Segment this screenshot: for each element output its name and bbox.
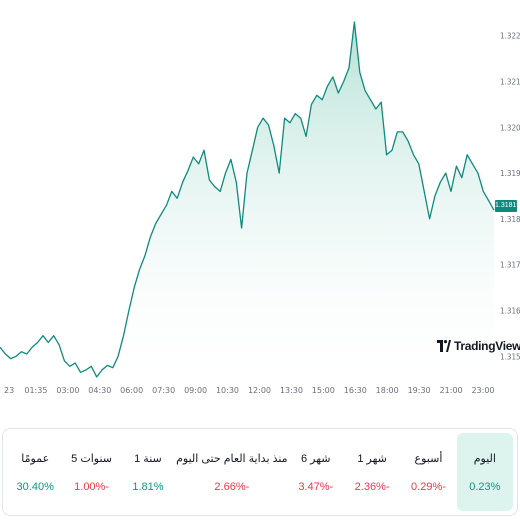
period-tab[interactable]: 6 شهر 3.47%- bbox=[288, 433, 344, 511]
y-tick-label: 1.31900 bbox=[500, 169, 520, 178]
price-line bbox=[0, 21, 495, 378]
y-tick-label: 1.32000 bbox=[500, 123, 520, 132]
chart-svg: 1.32200 1.32100 1.32000 1.31900 1.31800 1.317… bbox=[0, 21, 520, 395]
y-tick-label: 1.32100 bbox=[500, 78, 520, 87]
x-tick-label: 21:00 bbox=[440, 386, 463, 395]
period-change-value: 1.00%- bbox=[74, 480, 109, 493]
price-area-fill bbox=[0, 22, 494, 377]
x-tick-label: 15:00 bbox=[312, 386, 335, 395]
period-label: أسبوع bbox=[414, 452, 443, 465]
x-tick-label: 23:00 bbox=[471, 386, 494, 395]
x-tick-label: 10:30 bbox=[216, 386, 239, 395]
period-label: 6 شهر bbox=[300, 452, 331, 465]
period-tab[interactable]: 1 سنة 1.81% bbox=[120, 433, 176, 511]
x-tick-label: 09:00 bbox=[184, 386, 207, 395]
period-label: منذ بداية العام حتى اليوم bbox=[176, 452, 288, 465]
tradingview-logo-icon bbox=[437, 340, 451, 352]
period-tab[interactable]: منذ بداية العام حتى اليوم 2.66%- bbox=[176, 433, 287, 511]
period-tab[interactable]: 1 شهر 2.36%- bbox=[344, 433, 400, 511]
x-tick-label: 07:30 bbox=[152, 386, 175, 395]
current-price-badge: 1.31819 bbox=[495, 200, 520, 212]
y-tick-label: 1.31700 bbox=[500, 261, 520, 270]
period-change-value: 30.40% bbox=[16, 480, 54, 493]
period-change-value: 0.29%- bbox=[411, 480, 446, 493]
performance-periods: اليوم 0.23% أسبوع 0.29%- 1 شهر 2.36%- 6 شهر 3.4… bbox=[2, 428, 518, 516]
period-change-value: 1.81% bbox=[132, 480, 164, 493]
period-label: اليوم bbox=[473, 452, 496, 465]
x-tick-label: 01:35 bbox=[24, 386, 47, 395]
x-tick-label: 23 bbox=[4, 386, 14, 395]
x-tick-label: 19:30 bbox=[408, 386, 431, 395]
x-tick-label: 04:30 bbox=[88, 386, 111, 395]
x-tick-label: 06:00 bbox=[120, 386, 143, 395]
period-label: 1 سنة bbox=[134, 452, 162, 465]
period-label: عمومًا bbox=[21, 452, 50, 465]
x-tick-label: 18:00 bbox=[376, 386, 399, 395]
period-change-value: 0.23% bbox=[469, 480, 501, 493]
y-tick-label: 1.31800 bbox=[500, 215, 520, 224]
x-tick-label: 13:30 bbox=[280, 386, 303, 395]
period-tab[interactable]: 5 سنوات 1.00%- bbox=[63, 433, 119, 511]
y-tick-label: 1.31600 bbox=[500, 307, 520, 316]
period-tab[interactable]: اليوم 0.23% bbox=[456, 433, 513, 511]
x-tick-label: 03:00 bbox=[56, 386, 79, 395]
period-change-value: 3.47%- bbox=[298, 480, 334, 493]
period-tab[interactable]: أسبوع 0.29%- bbox=[400, 433, 456, 511]
x-tick-label: 16:30 bbox=[344, 386, 367, 395]
x-tick-label: 12:00 bbox=[248, 386, 271, 395]
tradingview-logo: TradingView bbox=[437, 339, 520, 353]
period-label: 1 شهر bbox=[357, 452, 387, 465]
period-change-value: 2.36%- bbox=[354, 480, 390, 493]
period-change-value: 2.66%- bbox=[214, 480, 250, 493]
tradingview-logo-text: TradingView bbox=[454, 339, 520, 353]
y-tick-label: 1.31500 bbox=[500, 352, 520, 361]
period-tab[interactable]: عمومًا 30.40% bbox=[7, 433, 63, 511]
y-tick-label: 1.32200 bbox=[500, 32, 520, 41]
price-chart[interactable]: 1.32200 1.32100 1.32000 1.31900 1.31800 1.317… bbox=[0, 0, 520, 400]
period-label: 5 سنوات bbox=[71, 452, 112, 465]
